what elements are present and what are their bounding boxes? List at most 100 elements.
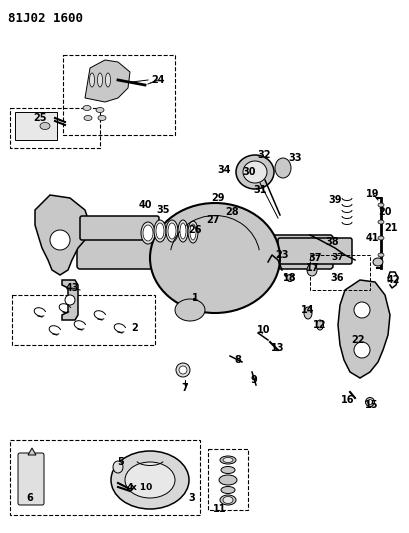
Ellipse shape xyxy=(97,73,103,87)
Text: 7: 7 xyxy=(182,383,189,393)
Ellipse shape xyxy=(223,457,233,463)
Ellipse shape xyxy=(176,363,190,377)
Text: 8: 8 xyxy=(235,355,241,365)
Text: 11: 11 xyxy=(213,504,227,514)
Ellipse shape xyxy=(378,203,384,207)
Text: 23: 23 xyxy=(275,250,289,260)
Ellipse shape xyxy=(220,456,236,464)
Circle shape xyxy=(354,302,370,318)
Ellipse shape xyxy=(175,299,205,321)
Text: 35: 35 xyxy=(156,205,170,215)
Text: 15: 15 xyxy=(365,400,379,410)
Ellipse shape xyxy=(243,161,267,183)
FancyBboxPatch shape xyxy=(80,216,159,240)
Ellipse shape xyxy=(180,223,186,239)
Ellipse shape xyxy=(378,220,384,224)
Bar xyxy=(15,112,57,140)
Text: 2: 2 xyxy=(132,323,138,333)
Ellipse shape xyxy=(84,116,92,120)
Text: 33: 33 xyxy=(288,153,302,163)
Circle shape xyxy=(65,295,75,305)
Ellipse shape xyxy=(307,264,317,276)
Text: 13: 13 xyxy=(271,343,285,353)
Text: 24: 24 xyxy=(151,75,165,85)
Text: 20: 20 xyxy=(378,207,392,217)
FancyBboxPatch shape xyxy=(77,235,333,269)
Text: 26: 26 xyxy=(188,225,202,235)
Text: 19: 19 xyxy=(366,189,380,199)
Ellipse shape xyxy=(125,462,175,498)
Polygon shape xyxy=(62,280,78,320)
Ellipse shape xyxy=(219,475,237,485)
Polygon shape xyxy=(35,195,90,275)
Text: 38: 38 xyxy=(325,237,339,247)
Text: 4: 4 xyxy=(127,483,133,493)
Text: 36: 36 xyxy=(330,273,344,283)
Polygon shape xyxy=(28,448,36,455)
Text: 10: 10 xyxy=(257,325,271,335)
Text: 42: 42 xyxy=(386,275,400,285)
Text: 32: 32 xyxy=(257,150,271,160)
Polygon shape xyxy=(338,280,390,378)
Text: 1: 1 xyxy=(192,293,198,303)
Ellipse shape xyxy=(143,225,153,241)
Text: 25: 25 xyxy=(33,113,47,123)
Ellipse shape xyxy=(304,307,312,319)
Ellipse shape xyxy=(220,495,236,505)
Ellipse shape xyxy=(111,451,189,509)
Ellipse shape xyxy=(96,108,104,112)
Ellipse shape xyxy=(106,73,110,87)
Ellipse shape xyxy=(166,220,178,242)
Ellipse shape xyxy=(223,497,233,504)
Ellipse shape xyxy=(150,203,280,313)
Text: 81J02 1600: 81J02 1600 xyxy=(8,12,83,25)
Ellipse shape xyxy=(286,274,294,281)
Ellipse shape xyxy=(236,155,274,189)
Text: 31: 31 xyxy=(253,185,267,195)
FancyBboxPatch shape xyxy=(18,453,44,505)
Text: x 10: x 10 xyxy=(131,482,153,491)
Text: 37: 37 xyxy=(332,254,344,262)
Ellipse shape xyxy=(317,320,324,330)
Text: 18: 18 xyxy=(283,273,297,283)
Ellipse shape xyxy=(154,220,166,242)
Text: 12: 12 xyxy=(313,320,327,330)
Ellipse shape xyxy=(366,398,375,407)
Ellipse shape xyxy=(178,220,188,242)
Text: 22: 22 xyxy=(351,335,365,345)
Text: 30: 30 xyxy=(242,167,256,177)
Ellipse shape xyxy=(378,236,384,240)
Text: 21: 21 xyxy=(384,223,398,233)
Text: 28: 28 xyxy=(225,207,239,217)
Ellipse shape xyxy=(378,253,384,257)
Ellipse shape xyxy=(113,461,123,473)
Text: 43: 43 xyxy=(65,283,79,293)
Ellipse shape xyxy=(190,224,196,240)
Text: 29: 29 xyxy=(211,193,225,203)
Ellipse shape xyxy=(221,487,235,494)
Ellipse shape xyxy=(221,466,235,473)
Ellipse shape xyxy=(275,158,291,178)
Text: 6: 6 xyxy=(27,493,34,503)
Ellipse shape xyxy=(368,400,373,405)
Text: 39: 39 xyxy=(328,195,342,205)
Text: 14: 14 xyxy=(301,305,315,315)
Text: 17: 17 xyxy=(306,263,320,273)
Ellipse shape xyxy=(168,223,176,239)
Text: 40: 40 xyxy=(138,200,152,210)
Text: 27: 27 xyxy=(206,215,220,225)
Circle shape xyxy=(50,230,70,250)
Text: 5: 5 xyxy=(118,457,124,467)
Ellipse shape xyxy=(90,73,94,87)
Ellipse shape xyxy=(156,223,164,239)
Ellipse shape xyxy=(141,222,155,244)
Text: 34: 34 xyxy=(217,165,231,175)
Ellipse shape xyxy=(188,221,198,243)
Text: 3: 3 xyxy=(189,493,196,503)
Ellipse shape xyxy=(98,116,106,120)
Polygon shape xyxy=(85,60,130,102)
Ellipse shape xyxy=(83,106,91,110)
Circle shape xyxy=(354,342,370,358)
Text: 16: 16 xyxy=(341,395,355,405)
Ellipse shape xyxy=(373,258,383,266)
